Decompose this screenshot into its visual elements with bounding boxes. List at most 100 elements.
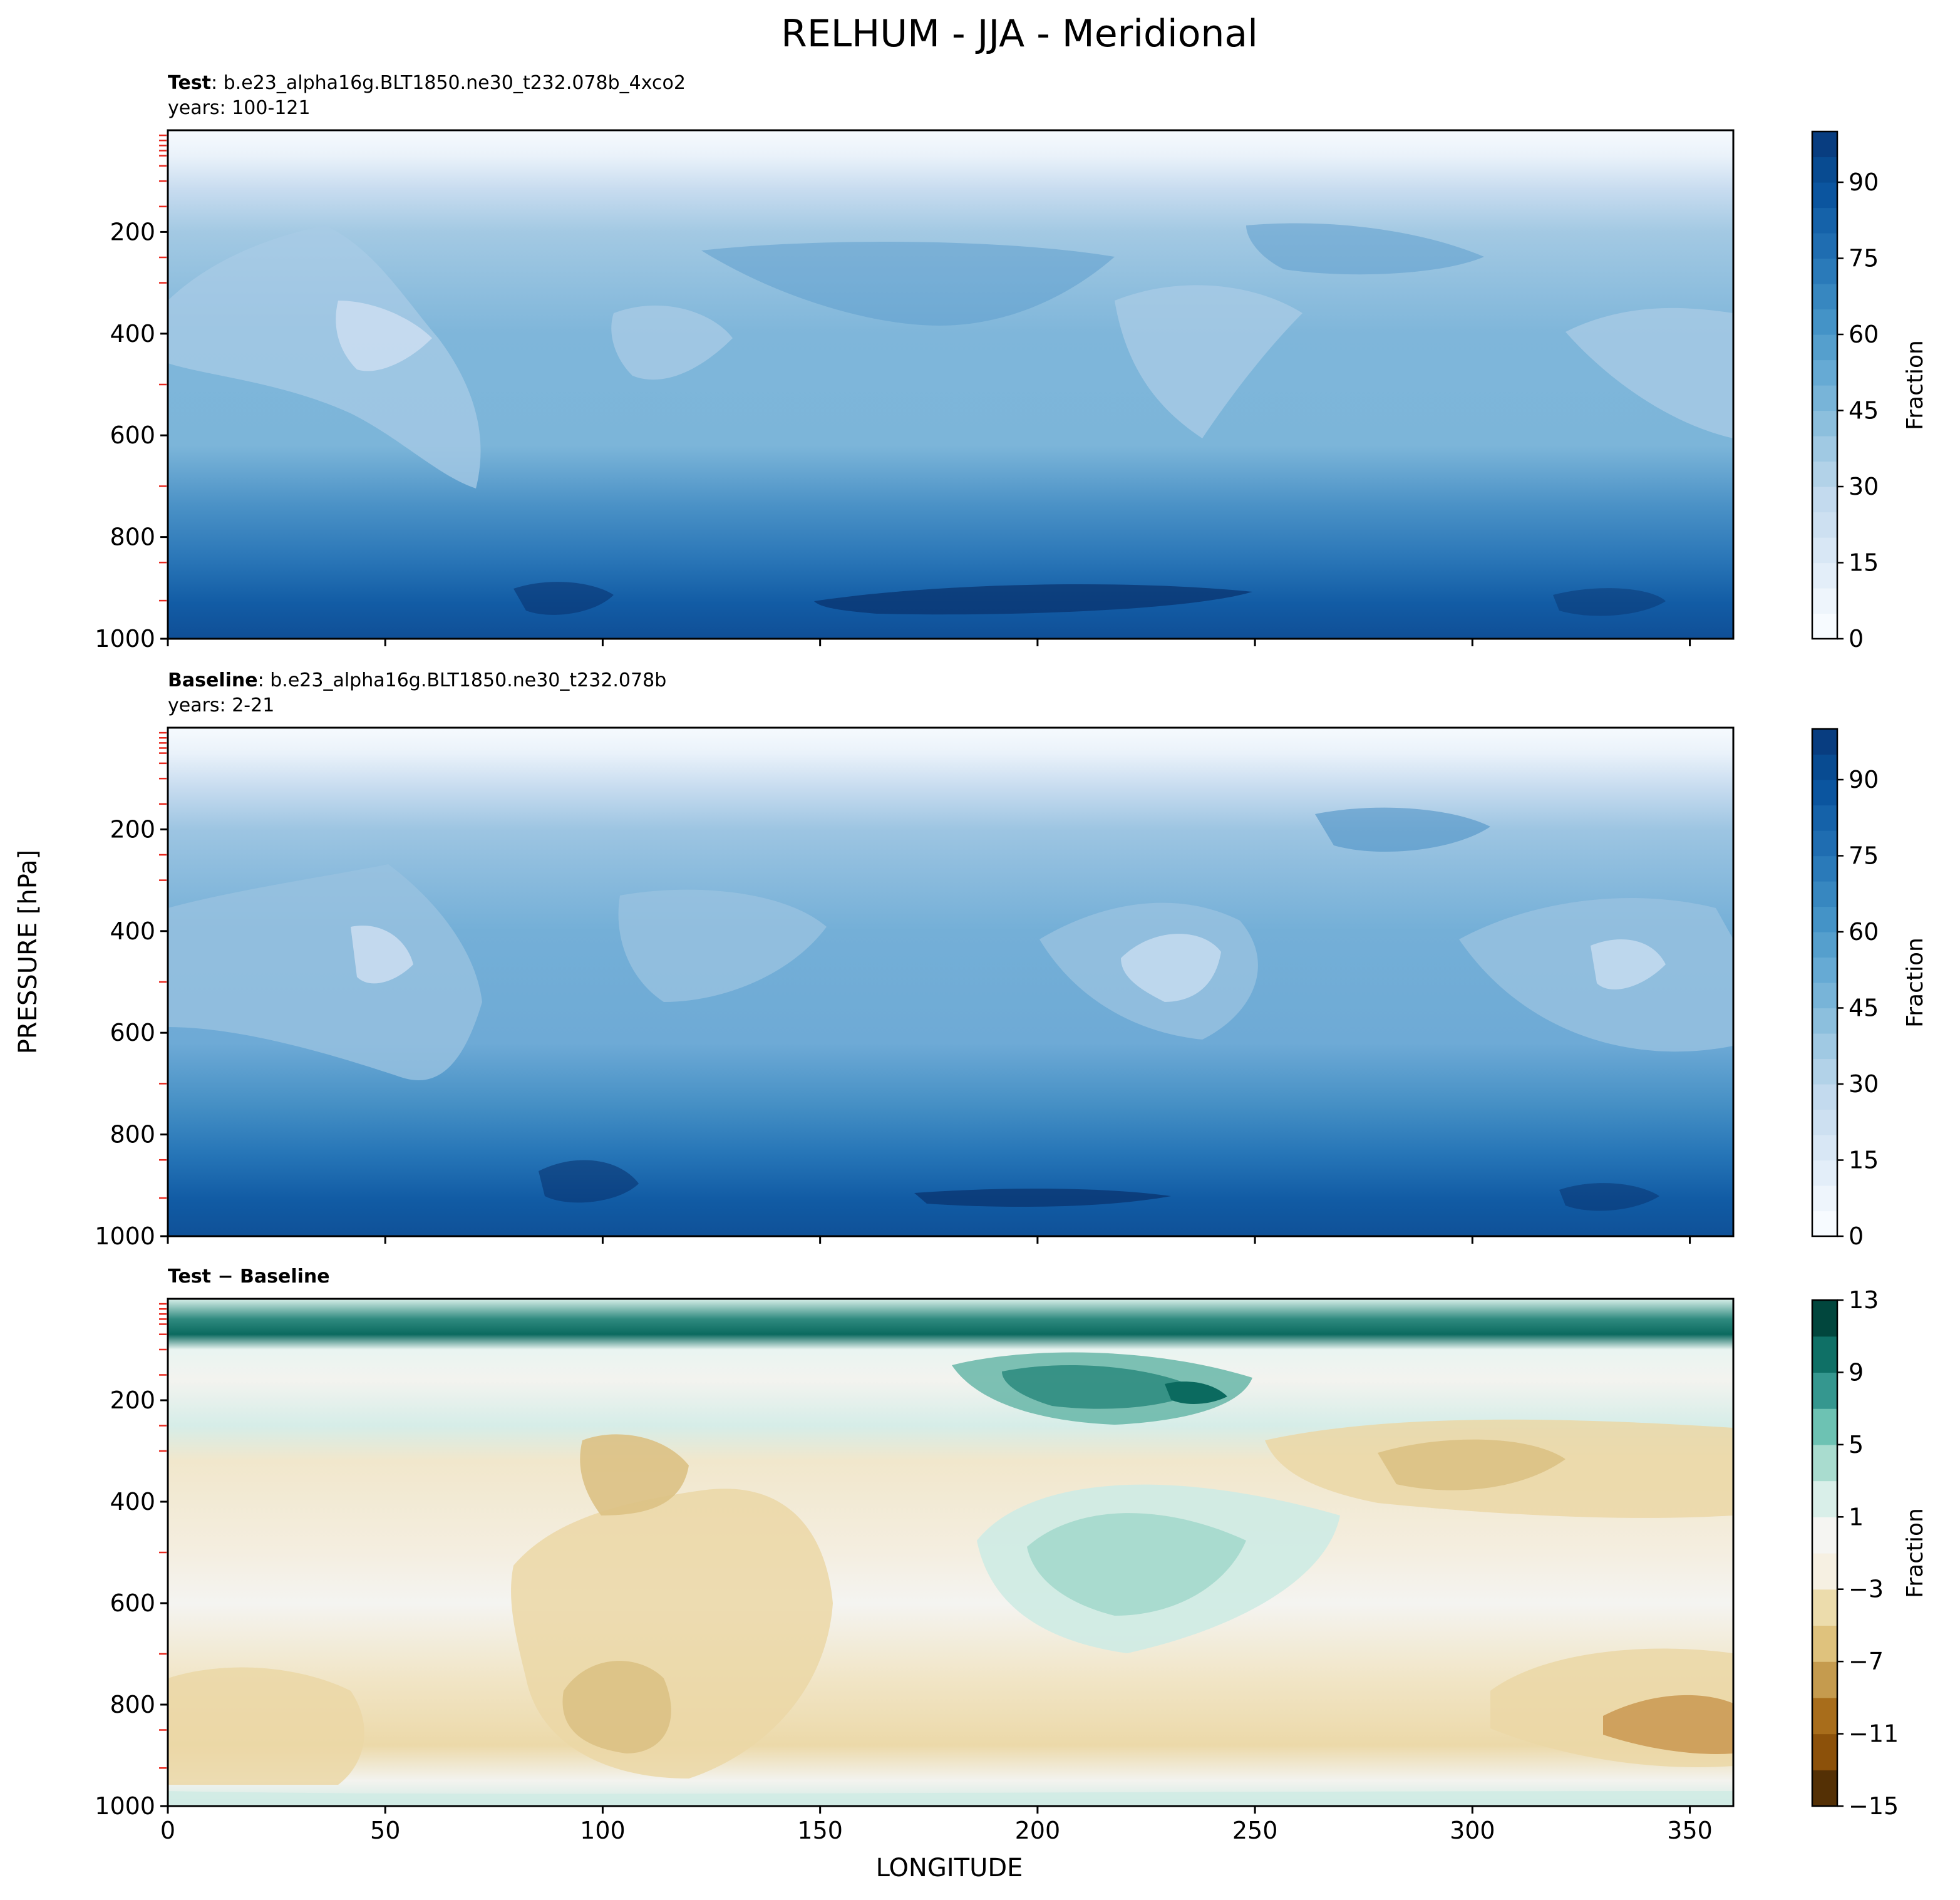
colorbar-swatch	[1812, 855, 1837, 882]
colorbar-swatch	[1812, 1300, 1837, 1337]
colorbar-swatch	[1812, 359, 1837, 386]
dry-pocket-baseline	[1121, 934, 1221, 1002]
y-tick-label: 400	[110, 917, 155, 945]
colorbar-swatch	[1812, 132, 1837, 158]
colorbar-tick-label: 75	[1849, 842, 1879, 870]
colorbar-swatch	[1812, 780, 1837, 806]
x-tick-label: 100	[580, 1817, 626, 1844]
colorbar-swatch	[1812, 1770, 1837, 1807]
colorbar-swatch	[1812, 830, 1837, 857]
colorbar-swatch	[1812, 1008, 1837, 1034]
panel-baseline-years: years: 2-21	[168, 694, 274, 716]
colorbar-swatch	[1812, 1211, 1837, 1237]
colorbar-baseline: 0 15 30 45 60 75 90 Fraction	[1811, 728, 1928, 1250]
colorbar-swatch	[1812, 1109, 1837, 1135]
colorbar-swatch	[1812, 1135, 1837, 1161]
colorbar-tick-label: 75	[1849, 245, 1879, 272]
colorbar-swatch	[1812, 258, 1837, 284]
colorbar-tick-label: 30	[1849, 1070, 1879, 1098]
moist-band-test	[701, 242, 1115, 326]
colorbar-tick-label: 0	[1849, 625, 1864, 653]
colorbar-swatch	[1812, 1336, 1837, 1373]
y-tick-label: 600	[110, 421, 155, 449]
x-tick-label: 0	[160, 1817, 175, 1844]
colorbar-tick-label: 90	[1849, 168, 1879, 196]
colorbar-swatch	[1812, 729, 1837, 755]
colorbar-tick-label: −15	[1849, 1792, 1899, 1820]
colorbar-swatch	[1812, 562, 1837, 589]
x-tick-label: 150	[797, 1817, 843, 1844]
colorbar-tick-label: 13	[1849, 1286, 1879, 1314]
dry-region-test	[168, 225, 481, 488]
colorbar-swatch	[1812, 881, 1837, 907]
dry-region-baseline	[168, 864, 482, 1080]
colorbar-tick-label: 30	[1849, 473, 1879, 500]
colorbar-swatch	[1812, 906, 1837, 932]
y-tick-label: 400	[110, 1488, 155, 1515]
panel-baseline: Baseline: b.e23_alpha16g.BLT1850.ne30_t2…	[95, 669, 1928, 1250]
colorbar-swatch	[1812, 461, 1837, 487]
panel-test-case: : b.e23_alpha16g.BLT1850.ne30_t232.078b_…	[211, 72, 686, 94]
colorbar-tick-label: 45	[1849, 397, 1879, 425]
colorbar-swatch	[1812, 436, 1837, 462]
moist-band-test	[1246, 223, 1484, 275]
panel-baseline-label: Baseline	[168, 669, 258, 691]
colorbar-swatch	[1812, 1033, 1837, 1060]
colorbar-tick-label: 60	[1849, 321, 1879, 348]
colorbar-swatch	[1812, 932, 1837, 958]
y-axis-title: PRESSURE [hPa]	[14, 850, 43, 1054]
colorbar-swatch	[1812, 410, 1837, 436]
x-tick-label: 300	[1450, 1817, 1495, 1844]
moist-band-baseline	[1315, 807, 1490, 852]
colorbar-swatch	[1812, 284, 1837, 310]
x-tick-label: 250	[1232, 1817, 1278, 1844]
colorbar-label: Fraction	[1902, 1508, 1928, 1598]
dry-region-test	[1565, 307, 1733, 438]
colorbar-tick-label: 90	[1849, 766, 1879, 793]
x-tick-label: 50	[370, 1817, 400, 1844]
y-tick-label: 1000	[95, 625, 155, 653]
colorbar-swatch	[1812, 588, 1837, 614]
colorbar-tick-label: 0	[1849, 1222, 1864, 1250]
plot-frame-diff	[167, 1298, 1735, 1807]
colorbar-swatch	[1812, 1625, 1837, 1662]
surface-maximum-test	[814, 584, 1252, 615]
colorbar-swatch	[1812, 1058, 1837, 1085]
colorbar-tick-label: 60	[1849, 918, 1879, 946]
negative-core-diff	[580, 1434, 689, 1515]
colorbar-swatch	[1812, 1517, 1837, 1554]
panel-baseline-heading: Baseline: b.e23_alpha16g.BLT1850.ne30_t2…	[168, 669, 666, 691]
surface-maximum-test	[1553, 588, 1666, 616]
positive-core-diff	[1027, 1513, 1246, 1616]
colorbar-tick-label: 15	[1849, 1147, 1879, 1174]
colorbar-frame	[1811, 130, 1839, 640]
colorbar-tick-label: 15	[1849, 549, 1879, 577]
surface-positive-diff	[168, 1791, 1733, 1806]
colorbar-test: 0 15 30 45 60 75 90 Fraction	[1811, 130, 1928, 653]
colorbar-swatch	[1812, 537, 1837, 564]
x-tick-label: 200	[1015, 1817, 1061, 1844]
y-tick-label: 200	[110, 815, 155, 843]
colorbar-swatch	[1812, 1589, 1837, 1626]
dry-pocket-baseline	[1591, 939, 1666, 989]
colorbar-swatch	[1812, 1661, 1837, 1698]
surface-maximum-baseline	[914, 1189, 1171, 1207]
colorbar-label: Fraction	[1902, 937, 1928, 1028]
colorbar-swatch	[1812, 1185, 1837, 1212]
colorbar-label: Fraction	[1902, 340, 1928, 430]
y-tick-label: 800	[110, 1691, 155, 1718]
colorbar-tick-label: −3	[1849, 1576, 1884, 1603]
surface-maximum-baseline	[1559, 1183, 1659, 1211]
dry-region-test	[1115, 285, 1302, 438]
contour-field-baseline	[168, 728, 1733, 1236]
colorbar-swatch	[1812, 1160, 1837, 1186]
colorbar-frame	[1811, 1299, 1839, 1807]
colorbar-swatch	[1812, 1372, 1837, 1409]
panel-test: Test: b.e23_alpha16g.BLT1850.ne30_t232.0…	[95, 72, 1928, 653]
colorbar-tick-label: 5	[1849, 1431, 1864, 1459]
contour-field-diff	[168, 1299, 1733, 1806]
colorbar-swatch	[1812, 1084, 1837, 1110]
